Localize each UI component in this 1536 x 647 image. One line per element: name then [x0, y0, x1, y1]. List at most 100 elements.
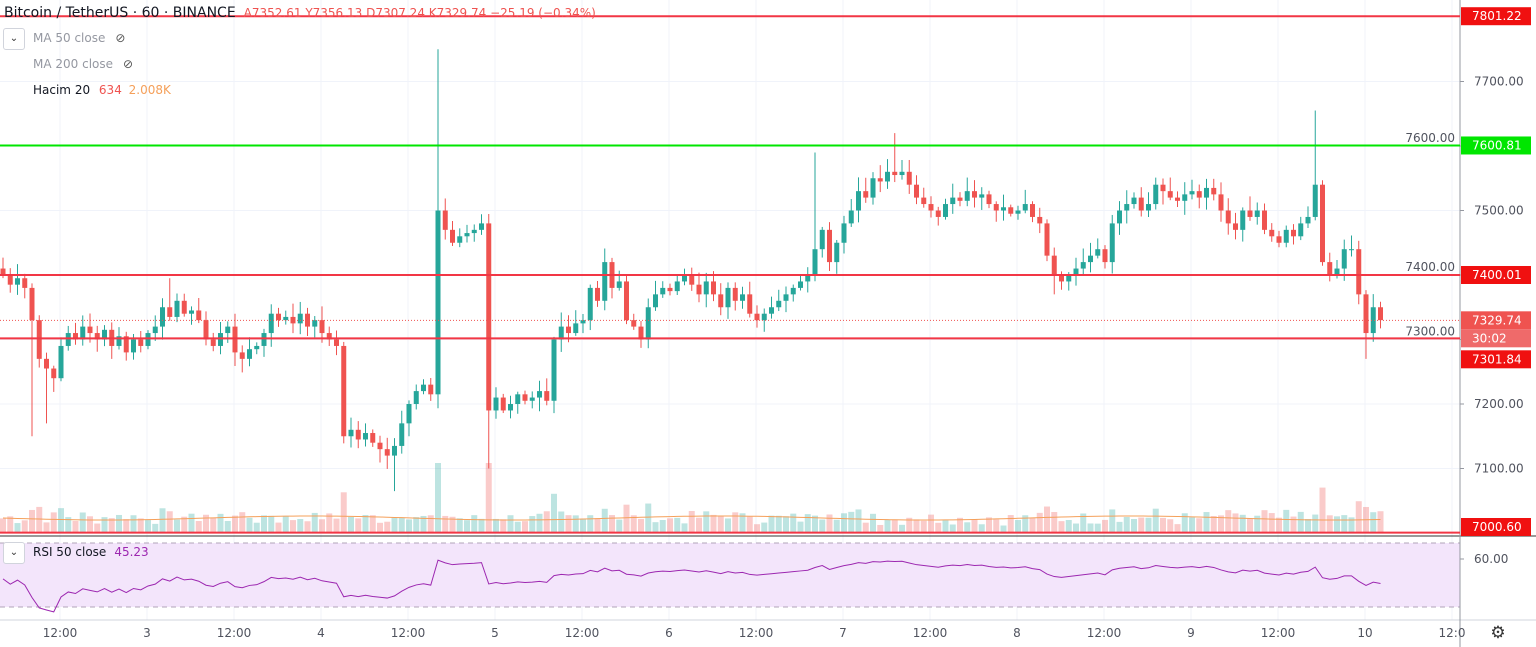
volume-bar — [166, 511, 173, 533]
candle-body — [1138, 197, 1144, 211]
volume-bar — [1348, 517, 1355, 533]
eye-off-icon[interactable]: ⊘ — [115, 31, 126, 45]
candle-body — [1218, 194, 1224, 211]
candle-body — [167, 307, 173, 317]
candle-body — [1312, 184, 1318, 217]
hline-price-label: 7400.01 — [1472, 268, 1522, 282]
volume-bar — [311, 512, 318, 533]
volume-bar — [456, 518, 463, 533]
volume-bar — [43, 522, 50, 533]
volume-bar — [833, 519, 840, 533]
volume-bar — [1232, 513, 1239, 533]
candle-body — [1363, 294, 1369, 334]
candle-body — [1160, 184, 1166, 192]
volume-bar — [1196, 518, 1203, 533]
volume-bar — [1065, 520, 1072, 533]
volume-bar — [1000, 525, 1007, 533]
volume-bar — [1080, 513, 1087, 533]
hline-price-label-bg — [1461, 518, 1531, 536]
candle-body — [1370, 307, 1376, 334]
volume-bar — [1268, 513, 1275, 533]
last-price-label-bg — [1461, 311, 1531, 330]
volume-bar — [195, 521, 202, 533]
volume-bar — [1225, 510, 1232, 533]
volume-bar — [565, 515, 572, 533]
candle-body — [624, 281, 629, 321]
candle-body — [1044, 223, 1050, 256]
volume-bar — [406, 519, 412, 533]
volume-bar — [413, 517, 420, 533]
candle-body — [36, 320, 42, 359]
candle-body — [1283, 229, 1289, 243]
volume-bar — [1152, 508, 1159, 533]
volume-bar — [949, 524, 956, 533]
volume-bar — [188, 513, 195, 533]
candle-body — [1334, 268, 1340, 275]
volume-bar — [1319, 487, 1326, 533]
candle-body — [1022, 204, 1028, 211]
collapse-rsi-button[interactable]: ⌄ — [3, 542, 25, 564]
candle-body — [573, 323, 579, 334]
candle-body — [812, 249, 818, 275]
volume-bar — [594, 518, 601, 533]
y-tick-label: 7700.00 — [1474, 75, 1524, 89]
volume-bar — [377, 522, 383, 533]
candle-body — [450, 229, 455, 243]
collapse-legend-button[interactable]: ⌄ — [3, 28, 25, 50]
candle-body — [421, 384, 426, 392]
candle-body — [1080, 262, 1086, 269]
volume-bar — [630, 515, 637, 533]
candle-body — [479, 223, 484, 230]
candle-body — [276, 313, 281, 321]
candle-body — [80, 326, 86, 340]
settings-gear-icon[interactable]: ⚙ — [1490, 623, 1505, 643]
candle-body — [819, 229, 825, 250]
candle-body — [239, 352, 245, 359]
x-tick-label: 5 — [491, 626, 499, 640]
candle-body — [1167, 191, 1173, 198]
candle-body — [522, 394, 528, 401]
volume-bar — [478, 518, 485, 533]
hline-price-label: 7301.84 — [1472, 352, 1522, 366]
volume-bar — [978, 524, 985, 533]
volume-bar — [609, 515, 615, 533]
volume-bar — [848, 511, 855, 533]
volume-bar — [137, 518, 144, 533]
volume-bar — [913, 519, 920, 533]
candle-body — [732, 287, 738, 301]
candle-body — [1146, 204, 1151, 211]
candle-body — [15, 278, 20, 285]
candle-body — [1117, 210, 1122, 224]
indicator-ma50[interactable]: MA 50 close ⊘ — [33, 31, 126, 45]
candle-body — [196, 310, 202, 321]
volume-bar — [130, 515, 137, 533]
volume-bar — [210, 517, 217, 533]
volume-bar — [1036, 512, 1043, 533]
candle-body — [776, 300, 782, 308]
hline-price-label-bg — [1461, 265, 1531, 284]
candle-body — [181, 300, 187, 314]
candle-body — [899, 171, 905, 176]
candle-body — [928, 204, 934, 211]
volume-bar — [1123, 516, 1130, 533]
candle-body — [464, 233, 470, 237]
last-price-label: 7329.74 — [1472, 313, 1522, 327]
volume-bar — [601, 508, 608, 533]
candle-body — [1095, 249, 1101, 256]
volume-bar — [369, 515, 376, 533]
countdown-label: 30:02 — [1472, 331, 1507, 345]
volume-bar — [572, 515, 579, 533]
candle-body — [1233, 223, 1238, 230]
candle-body — [87, 326, 93, 334]
candle-body — [711, 281, 716, 295]
indicator-ma200[interactable]: MA 200 close ⊘ — [33, 57, 134, 71]
candle-body — [834, 242, 840, 263]
candle-body — [986, 194, 992, 205]
eye-off-icon[interactable]: ⊘ — [123, 57, 134, 71]
volume-bar — [493, 518, 499, 533]
candle-body — [790, 287, 796, 295]
volume-bar — [1341, 515, 1348, 533]
y-tick-label: 7600.00 — [1405, 131, 1455, 145]
indicator-volume[interactable]: Hacim 20 634 2.008K — [33, 83, 171, 97]
